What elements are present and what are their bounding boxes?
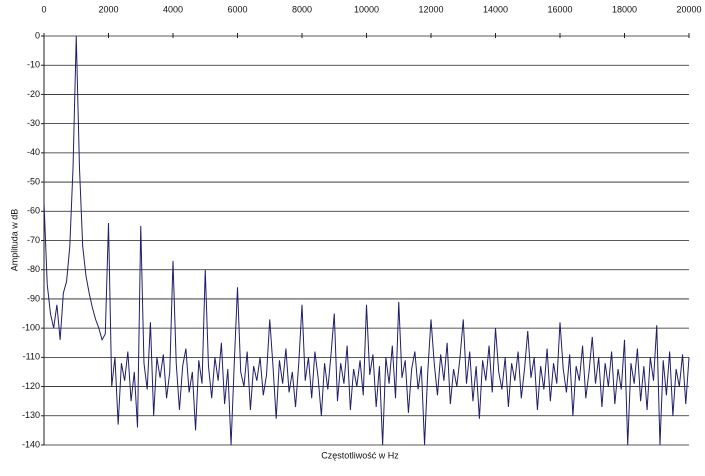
x-tick-label: 16000 <box>547 4 572 14</box>
y-tick-label: -50 <box>27 176 40 186</box>
y-tick-label: -20 <box>27 89 40 99</box>
x-tick-label: 6000 <box>227 4 247 14</box>
y-tick-label: -70 <box>27 235 40 245</box>
y-tick-label: 0 <box>35 30 40 40</box>
x-tick-label: 8000 <box>292 4 312 14</box>
x-tick-label: 14000 <box>483 4 508 14</box>
x-tick-label: 4000 <box>163 4 183 14</box>
x-tick-label: 0 <box>41 4 46 14</box>
x-tick-label: 12000 <box>418 4 443 14</box>
spectrum-line <box>43 35 690 446</box>
y-axis-label: Amplituda w dB <box>9 209 19 272</box>
y-tick-label: -40 <box>27 147 40 157</box>
x-tick-label: 18000 <box>612 4 637 14</box>
y-tick-label: -80 <box>27 264 40 274</box>
y-tick-label: -10 <box>27 60 40 70</box>
x-axis-label: Częstotliwość w Hz <box>321 450 399 460</box>
y-tick-label: -120 <box>22 381 40 391</box>
y-tick-label: -130 <box>22 410 40 420</box>
y-tick-label: -110 <box>23 352 40 362</box>
y-tick-label: -60 <box>27 206 40 216</box>
x-tick-label: 2000 <box>98 4 118 14</box>
x-tick-label: 20000 <box>676 4 701 14</box>
y-tick-label: -30 <box>27 118 40 128</box>
x-tick-label: 10000 <box>354 4 379 14</box>
y-tick-label: -100 <box>22 323 40 333</box>
y-tick-label: -90 <box>27 293 40 303</box>
y-tick-label: -140 <box>22 439 40 449</box>
